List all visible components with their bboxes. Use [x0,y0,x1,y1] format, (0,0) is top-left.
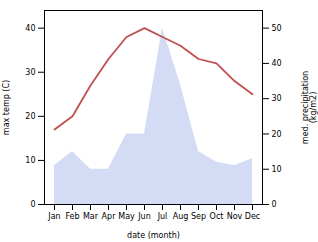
svg-text:30: 30 [272,94,282,103]
svg-text:0: 0 [272,200,277,209]
svg-text:max temp (C): max temp (C) [2,80,11,135]
svg-text:May: May [118,212,135,221]
svg-text:Nov: Nov [227,212,243,221]
svg-text:20: 20 [272,130,282,139]
svg-text:40: 40 [25,24,35,33]
svg-text:date (month): date (month) [127,231,180,240]
svg-text:40: 40 [272,59,282,68]
svg-text:Aug: Aug [173,212,189,221]
svg-text:Jan: Jan [47,212,60,221]
svg-text:Feb: Feb [65,212,79,221]
svg-text:Jun: Jun [137,212,151,221]
svg-text:0: 0 [30,200,35,209]
svg-text:Dec: Dec [245,212,260,221]
svg-text:Jul: Jul [157,212,168,221]
svg-text:10: 10 [272,165,282,174]
svg-text:Oct: Oct [210,212,224,221]
svg-text:Sep: Sep [191,212,206,221]
svg-text:50: 50 [272,24,282,33]
svg-text:Mar: Mar [83,212,99,221]
svg-text:med. precipitation(kg/m2): med. precipitation(kg/m2) [301,71,318,144]
svg-text:10: 10 [25,156,35,165]
svg-text:20: 20 [25,112,35,121]
svg-text:30: 30 [25,68,35,77]
svg-text:Apr: Apr [102,212,117,221]
